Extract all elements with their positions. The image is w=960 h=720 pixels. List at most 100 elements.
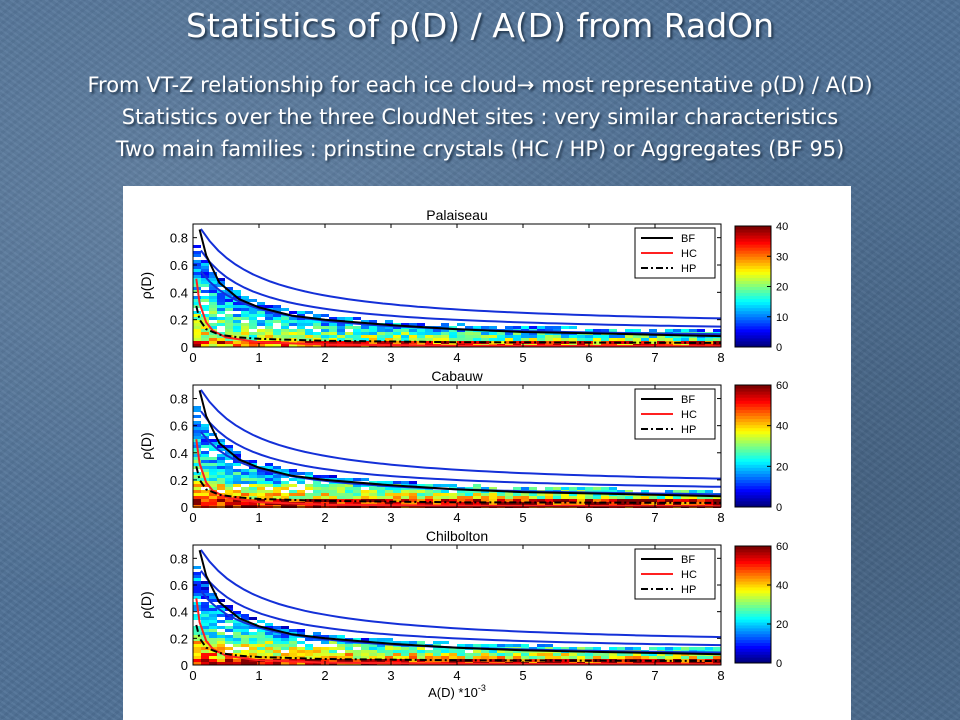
heatmap-cell <box>353 335 361 338</box>
heatmap-cell <box>481 656 489 659</box>
heatmap-cell <box>233 329 241 332</box>
heatmap-cell <box>425 329 433 332</box>
heatmap-cell <box>393 493 401 496</box>
heatmap-cell <box>377 650 385 653</box>
heatmap-cell <box>505 650 513 653</box>
heatmap-cell <box>369 644 377 647</box>
heatmap-cell <box>193 275 201 278</box>
heatmap-cell <box>289 493 297 496</box>
heatmap-cell <box>249 502 257 505</box>
heatmap-cell <box>569 647 577 650</box>
heatmap-cell <box>265 326 273 329</box>
heatmap-cell <box>209 466 217 469</box>
heatmap-cell <box>369 656 377 659</box>
heatmap-cell <box>441 499 449 502</box>
heatmap-cell <box>345 332 353 335</box>
heatmap-cell <box>249 323 257 326</box>
heatmap-cell <box>609 487 617 490</box>
heatmap-cell <box>297 314 305 317</box>
heatmap-cell <box>585 496 593 499</box>
heatmap-cell <box>217 445 225 448</box>
colorbar-step <box>735 337 771 342</box>
heatmap-cell <box>433 641 441 644</box>
heatmap-cell <box>305 499 313 502</box>
heatmap-cell <box>321 341 329 344</box>
heatmap-cell <box>193 460 201 463</box>
heatmap-cell <box>233 484 241 487</box>
heatmap-cell <box>233 290 241 293</box>
heatmap-cell <box>249 659 257 662</box>
heatmap-cell <box>585 499 593 502</box>
heatmap-cell <box>377 332 385 335</box>
heatmap-cell <box>393 653 401 656</box>
colorbar-step <box>735 241 771 245</box>
heatmap-cell <box>457 338 465 341</box>
heatmap-cell <box>193 296 201 299</box>
curve-hc <box>195 439 722 508</box>
heatmap-cell <box>601 329 609 332</box>
colorbar-tick-label: 60 <box>776 541 788 553</box>
heatmap-cell <box>257 638 265 641</box>
colorbar-step <box>735 636 771 641</box>
heatmap-cell <box>681 329 689 332</box>
heatmap-cell <box>225 647 233 650</box>
heatmap-cell <box>257 344 265 347</box>
heatmap-cell <box>241 469 249 472</box>
heatmap-cell <box>369 499 377 502</box>
heatmap-cell <box>537 332 545 335</box>
heatmap-cell <box>537 335 545 338</box>
colorbar-tick-label: 20 <box>776 282 788 294</box>
heatmap-cell <box>209 487 217 490</box>
heatmap-cell <box>273 487 281 490</box>
heatmap-cell <box>201 629 209 632</box>
heatmap-cell <box>617 335 625 338</box>
heatmap-cell <box>433 490 441 493</box>
heatmap-cell <box>409 487 417 490</box>
heatmap-cell <box>561 326 569 329</box>
heatmap-cell <box>281 308 289 311</box>
heatmap-cell <box>209 478 217 481</box>
heatmap-cell <box>193 572 201 575</box>
heatmap-cell <box>353 502 361 505</box>
heatmap-cell <box>473 653 481 656</box>
colorbar-step <box>735 546 771 550</box>
heatmap-cell <box>521 335 529 338</box>
heatmap-cell <box>281 641 289 644</box>
heatmap-cell <box>241 493 249 496</box>
heatmap-cell <box>289 656 297 659</box>
heatmap-cell <box>497 332 505 335</box>
heatmap-cell <box>305 496 313 499</box>
heatmap-cell <box>633 656 641 659</box>
heatmap-cell <box>217 656 225 659</box>
heatmap-cell <box>553 493 561 496</box>
heatmap-cell <box>641 499 649 502</box>
heatmap-cell <box>265 647 273 650</box>
heatmap-cell <box>201 463 209 466</box>
heatmap-cell <box>281 487 289 490</box>
heatmap-cell <box>273 644 281 647</box>
heatmap-cell <box>433 502 441 505</box>
heatmap-cell <box>297 641 305 644</box>
heatmap-cell <box>361 496 369 499</box>
heatmap-cell <box>649 502 657 505</box>
heatmap-cell <box>265 650 273 653</box>
y-tick-label: 0 <box>181 658 188 673</box>
heatmap-cell <box>353 496 361 499</box>
heatmap-cell <box>409 650 417 653</box>
heatmap-cell <box>537 496 545 499</box>
heatmap-cell <box>273 484 281 487</box>
colorbar-tick-label: 30 <box>776 251 788 263</box>
colorbar-step <box>735 461 771 465</box>
heatmap-cell <box>513 341 521 344</box>
heatmap-cell <box>329 484 337 487</box>
heatmap-cell <box>273 329 281 332</box>
heatmap-cell <box>425 653 433 656</box>
heatmap-cell <box>689 499 697 502</box>
heatmap-cell <box>353 478 361 481</box>
heatmap-cell <box>713 496 721 499</box>
heatmap-cell <box>233 344 241 347</box>
envelope-line <box>200 389 722 480</box>
heatmap-cell <box>361 320 369 323</box>
heatmap-cell <box>209 314 217 317</box>
heatmap-cell <box>257 329 265 332</box>
